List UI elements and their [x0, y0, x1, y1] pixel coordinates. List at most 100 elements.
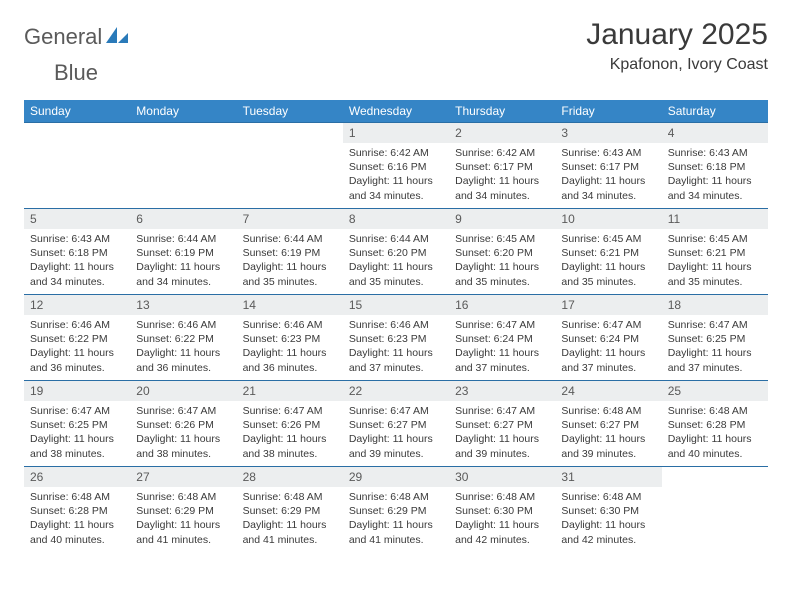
day-number: 25: [662, 381, 768, 401]
calendar-row: 26Sunrise: 6:48 AMSunset: 6:28 PMDayligh…: [24, 467, 768, 553]
day-details: Sunrise: 6:48 AMSunset: 6:30 PMDaylight:…: [555, 487, 661, 552]
month-title: January 2025: [586, 18, 768, 52]
day-details: Sunrise: 6:48 AMSunset: 6:29 PMDaylight:…: [237, 487, 343, 552]
brand-sail-icon: [104, 25, 130, 50]
brand-word2: Blue: [54, 60, 98, 86]
day-number: 6: [130, 209, 236, 229]
calendar-cell: 16Sunrise: 6:47 AMSunset: 6:24 PMDayligh…: [449, 295, 555, 381]
calendar-row: 19Sunrise: 6:47 AMSunset: 6:25 PMDayligh…: [24, 381, 768, 467]
calendar-cell: 27Sunrise: 6:48 AMSunset: 6:29 PMDayligh…: [130, 467, 236, 553]
day-number: 8: [343, 209, 449, 229]
day-number: 31: [555, 467, 661, 487]
day-details: Sunrise: 6:44 AMSunset: 6:19 PMDaylight:…: [130, 229, 236, 294]
day-number: 26: [24, 467, 130, 487]
day-number: 13: [130, 295, 236, 315]
day-number: 4: [662, 123, 768, 143]
calendar-cell: ..: [237, 123, 343, 209]
day-details: Sunrise: 6:46 AMSunset: 6:23 PMDaylight:…: [237, 315, 343, 380]
day-number: 28: [237, 467, 343, 487]
calendar-cell: 29Sunrise: 6:48 AMSunset: 6:29 PMDayligh…: [343, 467, 449, 553]
day-number: 2: [449, 123, 555, 143]
weekday-header-cell: Friday: [555, 100, 661, 123]
day-details: Sunrise: 6:48 AMSunset: 6:29 PMDaylight:…: [343, 487, 449, 552]
day-details: Sunrise: 6:47 AMSunset: 6:25 PMDaylight:…: [24, 401, 130, 466]
day-details: Sunrise: 6:48 AMSunset: 6:30 PMDaylight:…: [449, 487, 555, 552]
calendar-cell: 15Sunrise: 6:46 AMSunset: 6:23 PMDayligh…: [343, 295, 449, 381]
calendar-cell: 6Sunrise: 6:44 AMSunset: 6:19 PMDaylight…: [130, 209, 236, 295]
day-details: Sunrise: 6:44 AMSunset: 6:20 PMDaylight:…: [343, 229, 449, 294]
day-number: 27: [130, 467, 236, 487]
calendar-cell: 26Sunrise: 6:48 AMSunset: 6:28 PMDayligh…: [24, 467, 130, 553]
day-details: Sunrise: 6:47 AMSunset: 6:24 PMDaylight:…: [449, 315, 555, 380]
calendar-cell: 18Sunrise: 6:47 AMSunset: 6:25 PMDayligh…: [662, 295, 768, 381]
calendar-row: ......1Sunrise: 6:42 AMSunset: 6:16 PMDa…: [24, 123, 768, 209]
calendar-cell: 10Sunrise: 6:45 AMSunset: 6:21 PMDayligh…: [555, 209, 661, 295]
calendar-cell: 1Sunrise: 6:42 AMSunset: 6:16 PMDaylight…: [343, 123, 449, 209]
day-number: 19: [24, 381, 130, 401]
calendar-cell: 17Sunrise: 6:47 AMSunset: 6:24 PMDayligh…: [555, 295, 661, 381]
weekday-header-cell: Thursday: [449, 100, 555, 123]
day-number: 5: [24, 209, 130, 229]
calendar-cell: 9Sunrise: 6:45 AMSunset: 6:20 PMDaylight…: [449, 209, 555, 295]
calendar-row: 12Sunrise: 6:46 AMSunset: 6:22 PMDayligh…: [24, 295, 768, 381]
location: Kpafonon, Ivory Coast: [586, 56, 768, 74]
day-details: Sunrise: 6:45 AMSunset: 6:20 PMDaylight:…: [449, 229, 555, 294]
day-details: Sunrise: 6:45 AMSunset: 6:21 PMDaylight:…: [662, 229, 768, 294]
day-details: Sunrise: 6:48 AMSunset: 6:28 PMDaylight:…: [662, 401, 768, 466]
weekday-header-cell: Sunday: [24, 100, 130, 123]
calendar-cell: 19Sunrise: 6:47 AMSunset: 6:25 PMDayligh…: [24, 381, 130, 467]
weekday-header-cell: Monday: [130, 100, 236, 123]
day-number: 14: [237, 295, 343, 315]
day-details: Sunrise: 6:47 AMSunset: 6:27 PMDaylight:…: [449, 401, 555, 466]
day-number: 7: [237, 209, 343, 229]
day-details: Sunrise: 6:45 AMSunset: 6:21 PMDaylight:…: [555, 229, 661, 294]
calendar-row: 5Sunrise: 6:43 AMSunset: 6:18 PMDaylight…: [24, 209, 768, 295]
day-number: 17: [555, 295, 661, 315]
calendar-cell: 20Sunrise: 6:47 AMSunset: 6:26 PMDayligh…: [130, 381, 236, 467]
day-number: 1: [343, 123, 449, 143]
calendar-cell: 12Sunrise: 6:46 AMSunset: 6:22 PMDayligh…: [24, 295, 130, 381]
calendar-cell: 3Sunrise: 6:43 AMSunset: 6:17 PMDaylight…: [555, 123, 661, 209]
calendar-cell: 8Sunrise: 6:44 AMSunset: 6:20 PMDaylight…: [343, 209, 449, 295]
calendar-cell: 14Sunrise: 6:46 AMSunset: 6:23 PMDayligh…: [237, 295, 343, 381]
day-details: Sunrise: 6:43 AMSunset: 6:18 PMDaylight:…: [24, 229, 130, 294]
day-details: Sunrise: 6:46 AMSunset: 6:22 PMDaylight:…: [24, 315, 130, 380]
calendar-cell: 24Sunrise: 6:48 AMSunset: 6:27 PMDayligh…: [555, 381, 661, 467]
day-details: Sunrise: 6:43 AMSunset: 6:17 PMDaylight:…: [555, 143, 661, 208]
day-number: 18: [662, 295, 768, 315]
day-number: 22: [343, 381, 449, 401]
day-details: Sunrise: 6:47 AMSunset: 6:25 PMDaylight:…: [662, 315, 768, 380]
weekday-header-cell: Wednesday: [343, 100, 449, 123]
day-details: Sunrise: 6:48 AMSunset: 6:27 PMDaylight:…: [555, 401, 661, 466]
day-number: 9: [449, 209, 555, 229]
day-details: Sunrise: 6:46 AMSunset: 6:23 PMDaylight:…: [343, 315, 449, 380]
calendar-cell: 13Sunrise: 6:46 AMSunset: 6:22 PMDayligh…: [130, 295, 236, 381]
calendar-body: ......1Sunrise: 6:42 AMSunset: 6:16 PMDa…: [24, 123, 768, 553]
day-number: 16: [449, 295, 555, 315]
calendar-cell: 11Sunrise: 6:45 AMSunset: 6:21 PMDayligh…: [662, 209, 768, 295]
calendar-cell: ..: [662, 467, 768, 553]
day-number: 20: [130, 381, 236, 401]
brand-word1: General: [24, 24, 102, 50]
day-number: 11: [662, 209, 768, 229]
day-number: 23: [449, 381, 555, 401]
day-details: Sunrise: 6:43 AMSunset: 6:18 PMDaylight:…: [662, 143, 768, 208]
day-details: Sunrise: 6:48 AMSunset: 6:28 PMDaylight:…: [24, 487, 130, 552]
calendar-cell: 25Sunrise: 6:48 AMSunset: 6:28 PMDayligh…: [662, 381, 768, 467]
calendar-cell: ..: [130, 123, 236, 209]
calendar-cell: 28Sunrise: 6:48 AMSunset: 6:29 PMDayligh…: [237, 467, 343, 553]
calendar-cell: 23Sunrise: 6:47 AMSunset: 6:27 PMDayligh…: [449, 381, 555, 467]
day-number: 30: [449, 467, 555, 487]
day-number: 15: [343, 295, 449, 315]
day-details: Sunrise: 6:47 AMSunset: 6:26 PMDaylight:…: [130, 401, 236, 466]
day-details: Sunrise: 6:47 AMSunset: 6:24 PMDaylight:…: [555, 315, 661, 380]
calendar-cell: 22Sunrise: 6:47 AMSunset: 6:27 PMDayligh…: [343, 381, 449, 467]
calendar-cell: 5Sunrise: 6:43 AMSunset: 6:18 PMDaylight…: [24, 209, 130, 295]
brand-logo: General: [24, 24, 130, 50]
calendar-cell: 21Sunrise: 6:47 AMSunset: 6:26 PMDayligh…: [237, 381, 343, 467]
calendar-cell: 30Sunrise: 6:48 AMSunset: 6:30 PMDayligh…: [449, 467, 555, 553]
calendar-cell: 4Sunrise: 6:43 AMSunset: 6:18 PMDaylight…: [662, 123, 768, 209]
day-number: 3: [555, 123, 661, 143]
title-block: January 2025 Kpafonon, Ivory Coast: [586, 18, 768, 74]
day-number: 29: [343, 467, 449, 487]
